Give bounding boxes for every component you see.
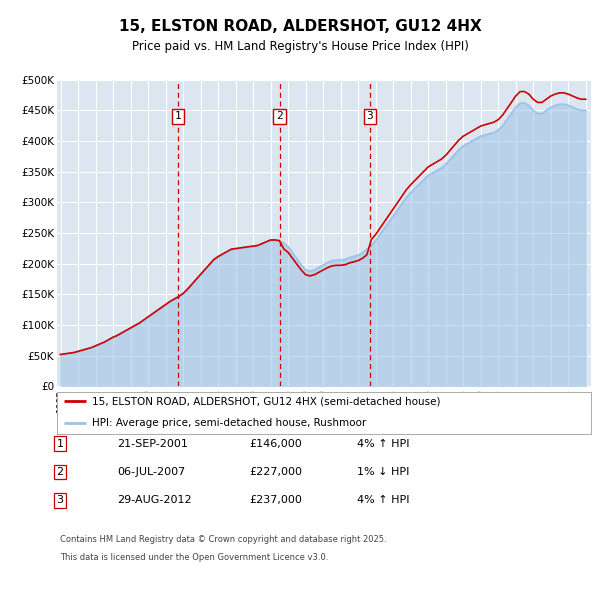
Text: £237,000: £237,000 [249,496,302,505]
Text: 4% ↑ HPI: 4% ↑ HPI [357,496,409,505]
Text: HPI: Average price, semi-detached house, Rushmoor: HPI: Average price, semi-detached house,… [92,418,366,428]
Text: 1% ↓ HPI: 1% ↓ HPI [357,467,409,477]
Text: £146,000: £146,000 [249,439,302,448]
Text: 2: 2 [276,112,283,122]
Text: 21-SEP-2001: 21-SEP-2001 [117,439,188,448]
Text: 29-AUG-2012: 29-AUG-2012 [117,496,191,505]
Text: 3: 3 [56,496,64,505]
Text: £227,000: £227,000 [249,467,302,477]
Text: 4% ↑ HPI: 4% ↑ HPI [357,439,409,448]
Text: This data is licensed under the Open Government Licence v3.0.: This data is licensed under the Open Gov… [60,553,328,562]
Text: 1: 1 [175,112,182,122]
Text: 06-JUL-2007: 06-JUL-2007 [117,467,185,477]
Text: 2: 2 [56,467,64,477]
Text: 15, ELSTON ROAD, ALDERSHOT, GU12 4HX: 15, ELSTON ROAD, ALDERSHOT, GU12 4HX [119,19,481,34]
Text: 3: 3 [367,112,373,122]
Text: Price paid vs. HM Land Registry's House Price Index (HPI): Price paid vs. HM Land Registry's House … [131,40,469,53]
Text: 1: 1 [56,439,64,448]
Text: Contains HM Land Registry data © Crown copyright and database right 2025.: Contains HM Land Registry data © Crown c… [60,535,386,544]
Text: 15, ELSTON ROAD, ALDERSHOT, GU12 4HX (semi-detached house): 15, ELSTON ROAD, ALDERSHOT, GU12 4HX (se… [92,396,440,407]
